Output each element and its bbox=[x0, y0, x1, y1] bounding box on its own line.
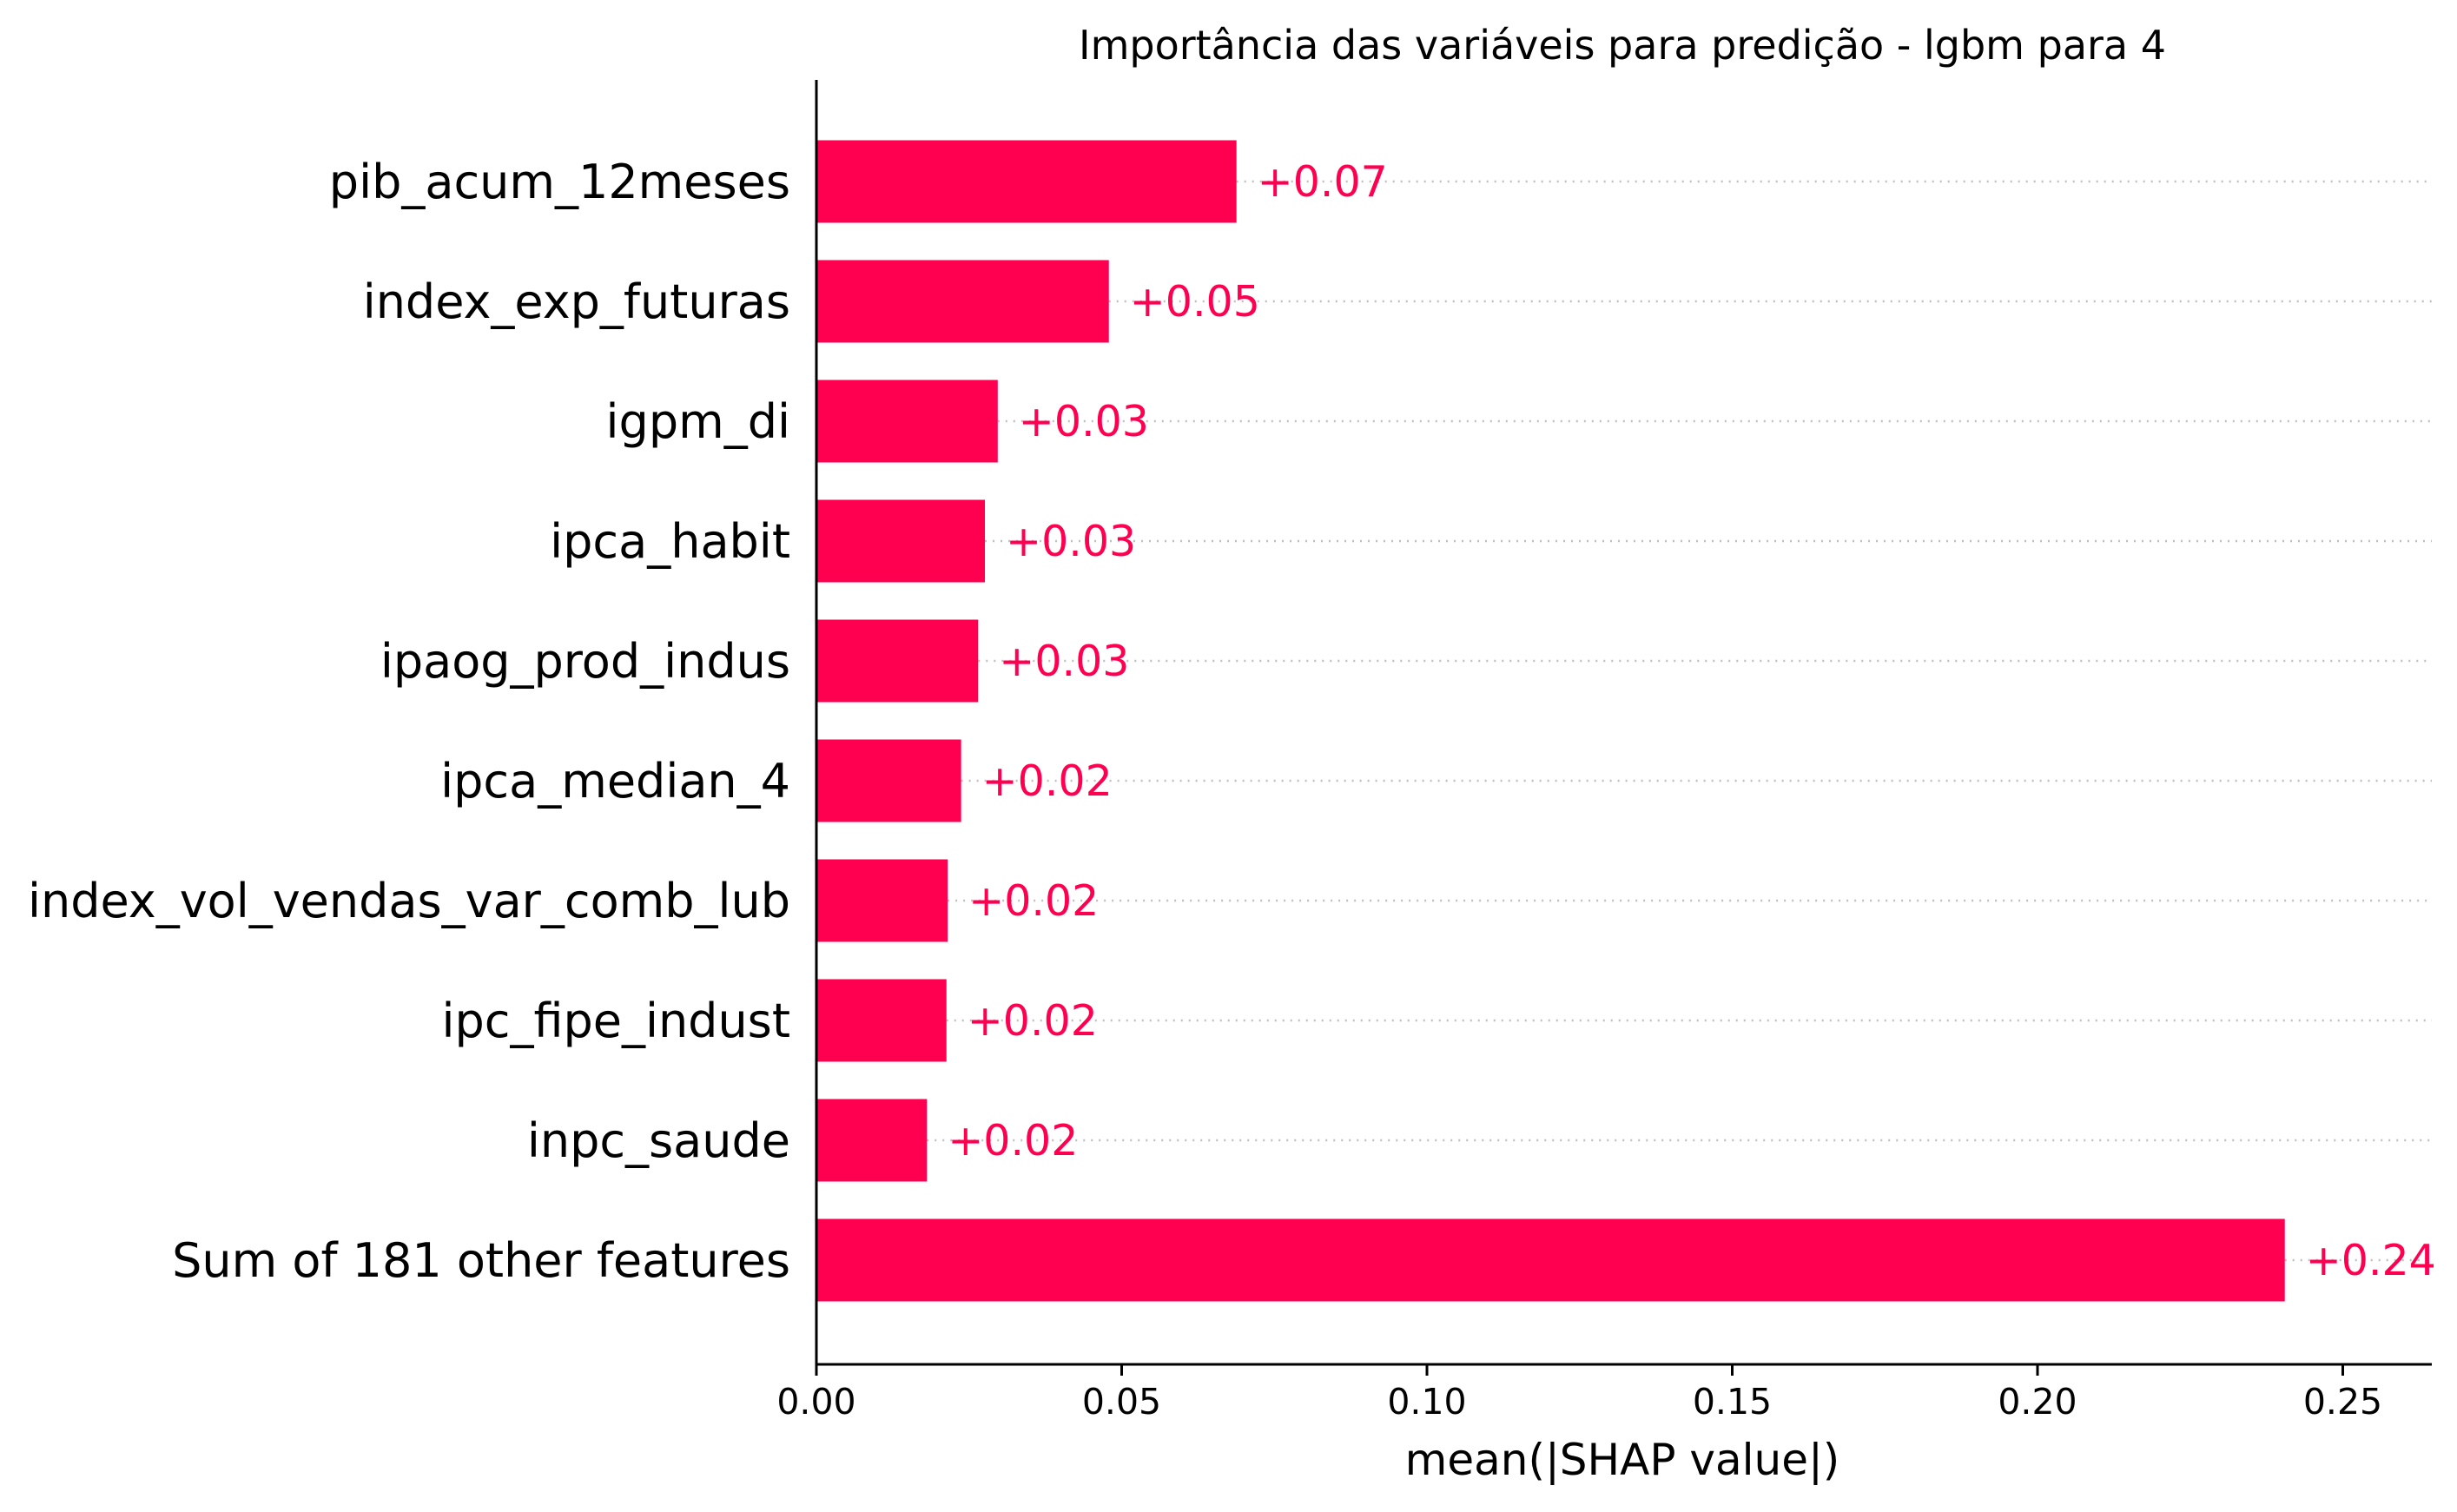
value-label: +0.02 bbox=[982, 756, 1113, 806]
bar bbox=[816, 499, 986, 583]
category-label: Sum of 181 other features bbox=[172, 1233, 790, 1288]
x-tick-label: 0.20 bbox=[1998, 1381, 2077, 1423]
value-label: +0.05 bbox=[1130, 277, 1260, 327]
category-label: ipca_habit bbox=[550, 514, 790, 569]
value-label: +0.03 bbox=[1019, 397, 1149, 446]
grid-layer bbox=[927, 180, 2432, 1262]
value-label: +0.03 bbox=[999, 637, 1129, 686]
category-label: inpc_saude bbox=[527, 1113, 790, 1168]
value-label: +0.02 bbox=[948, 1116, 1078, 1165]
value-label: +0.03 bbox=[1006, 517, 1136, 566]
category-label: igpm_di bbox=[606, 394, 790, 449]
category-label: pib_acum_12meses bbox=[329, 155, 790, 209]
bar bbox=[816, 260, 1109, 343]
bar bbox=[816, 619, 979, 703]
category-label-layer: pib_acum_12meses index_exp_futuras igpm_di… bbox=[28, 155, 790, 1288]
x-tick-label: 0.05 bbox=[1082, 1381, 1161, 1423]
x-tick-label: 0.00 bbox=[776, 1381, 855, 1423]
value-label: +0.07 bbox=[1258, 157, 1388, 207]
bar bbox=[816, 979, 947, 1062]
chart-title: Importância das variáveis para predição … bbox=[1079, 22, 2166, 69]
x-tick-label: 0.15 bbox=[1693, 1381, 1772, 1423]
category-label: index_exp_futuras bbox=[363, 274, 790, 329]
value-label: +0.24 bbox=[2306, 1236, 2436, 1285]
category-label: ipaog_prod_indus bbox=[380, 634, 790, 689]
bar bbox=[816, 739, 961, 822]
bar bbox=[816, 1099, 928, 1182]
category-label: index_vol_vendas_var_comb_lub bbox=[28, 874, 790, 928]
bar bbox=[816, 1218, 2285, 1302]
value-label: +0.02 bbox=[968, 996, 1098, 1046]
bar bbox=[816, 140, 1237, 223]
bar bbox=[816, 380, 998, 463]
x-tick-layer: 0.00 0.05 0.10 0.15 0.20 0.25 bbox=[776, 1364, 2382, 1423]
value-label-layer: +0.07 +0.05 +0.03 +0.03 +0.03 +0.02 +0.02 +0.02… bbox=[948, 157, 2436, 1285]
bar-layer bbox=[816, 140, 2285, 1302]
category-label: ipc_fipe_indust bbox=[441, 994, 790, 1048]
x-axis-label: mean(|SHAP value|) bbox=[1405, 1435, 1840, 1485]
x-tick-label: 0.25 bbox=[2303, 1381, 2382, 1423]
value-label: +0.02 bbox=[968, 876, 1099, 926]
category-label: ipca_median_4 bbox=[440, 754, 790, 809]
x-tick-label: 0.10 bbox=[1387, 1381, 1466, 1423]
bar bbox=[816, 859, 948, 942]
